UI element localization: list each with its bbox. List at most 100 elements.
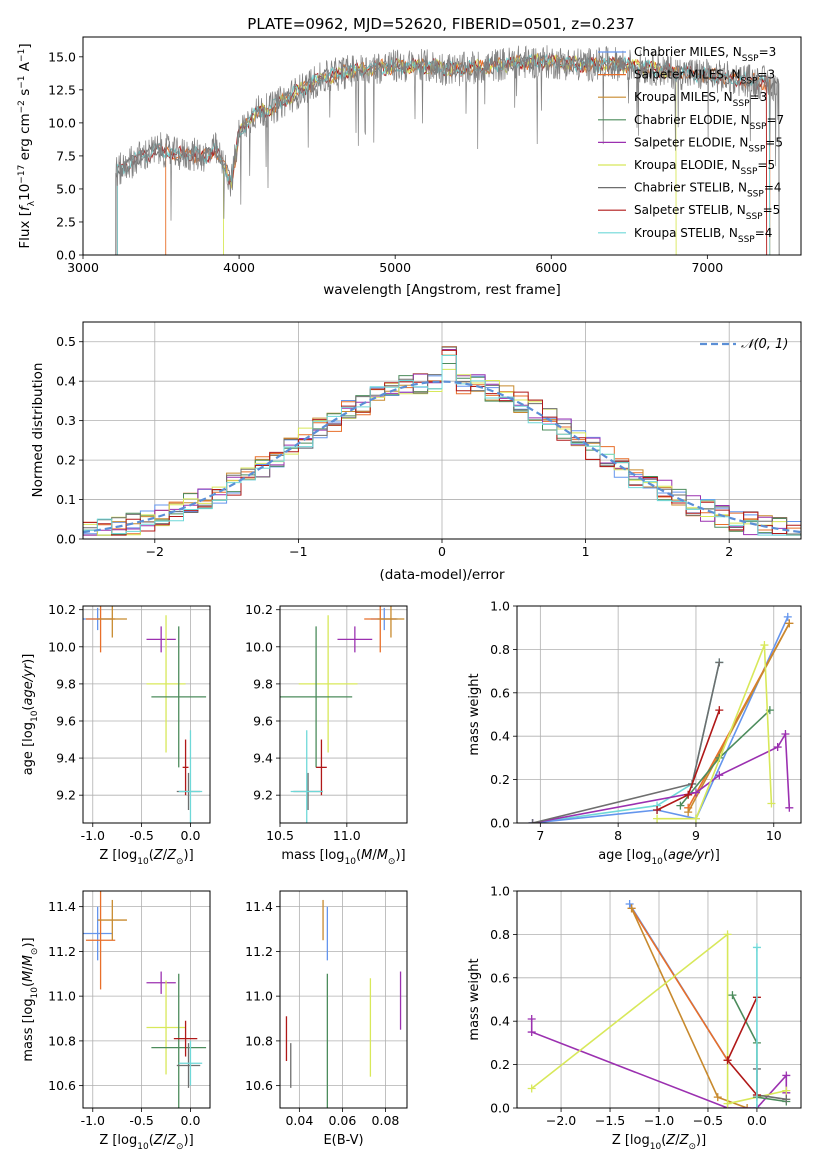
legend-entry-part: Chabrier MILES, N xyxy=(634,45,742,59)
y-tick-label: 0.5 xyxy=(56,334,76,349)
y-axis-label-part: / xyxy=(21,966,36,971)
y-tick-label: 0.6 xyxy=(490,970,510,985)
x-tick-label: 3000 xyxy=(67,260,99,275)
x-axis-label-part: / xyxy=(675,1133,680,1148)
legend-entry-part: Chabrier ELODIE, N xyxy=(634,113,750,127)
y-axis-label: Flux [fλ10−17 erg cm−2 s−1 A−1] xyxy=(17,43,37,248)
weight-marker xyxy=(752,1104,761,1108)
x-tick-label: 5000 xyxy=(379,260,411,275)
legend-entry-part: =4 xyxy=(764,181,782,195)
x-axis-label: E(B-V) xyxy=(323,1133,363,1148)
y-axis-label-part: f xyxy=(17,204,33,211)
legend-entry: Salpeter ELODIE, NSSP=5 xyxy=(634,135,783,154)
legend-entry-part: =5 xyxy=(763,203,781,217)
x-tick-label: −1 xyxy=(289,544,307,559)
x-axis-label-part: ⊙ xyxy=(388,857,396,867)
y-axis-label-part: mass [log xyxy=(21,998,36,1061)
x-axis-label: (data-model)/error xyxy=(379,567,505,583)
x-tick-label: 7 xyxy=(536,828,544,843)
legend-entry-part: =4 xyxy=(755,226,773,240)
y-tick-label: 10.0 xyxy=(48,639,76,654)
y-axis-label: mass [log10(M/M⊙)] xyxy=(21,937,40,1061)
x-axis-label-part: Z [log xyxy=(612,1133,650,1148)
mass-vs-z-panel: -1.0 -0.5 0.010.610.811.011.211.4Z [log10(… xyxy=(21,890,211,1152)
y-tick-label: 0.0 xyxy=(56,248,76,263)
x-tick-label: 10 xyxy=(766,828,782,843)
weight-marker xyxy=(743,1104,752,1108)
y-tick-label: 12.5 xyxy=(48,82,76,97)
legend-entry-part: Salpeter ELODIE, N xyxy=(634,135,748,149)
plot-area xyxy=(83,891,207,1108)
y-axis-label-part: M xyxy=(21,971,36,982)
y-tick-label: 5.0 xyxy=(56,181,76,196)
y-axis-label-part: 10 xyxy=(30,987,40,999)
mass-vs-ebv-panel: 0.04 0.06 0.08 10.6 10.8 11.0 11.2 11.4 E(B-V) xyxy=(245,890,408,1148)
weight-marker xyxy=(653,814,662,823)
weight-marker xyxy=(767,799,776,808)
normal-curve xyxy=(83,380,801,534)
y-tick-label: 10.0 xyxy=(245,639,273,654)
x-tick-label: 0.0 xyxy=(181,828,201,843)
weight-marker xyxy=(676,801,685,810)
y-axis-label-part: ] xyxy=(17,43,33,48)
x-axis-label-part: age/yr xyxy=(668,848,711,863)
x-axis-label-part: 10 xyxy=(137,1142,149,1152)
y-tick-label: 0.2 xyxy=(490,772,510,787)
x-axis-label-part: Z xyxy=(166,1133,177,1148)
y-axis-label-part: age/yr xyxy=(21,662,36,705)
x-axis-label-part: ( xyxy=(356,848,361,863)
x-tick-label: −1.5 xyxy=(595,1113,625,1128)
weight-marker xyxy=(783,612,792,621)
legend-entry: Chabrier MILES, NSSP=3 xyxy=(634,45,776,64)
weight-marker xyxy=(713,1093,722,1102)
x-tick-label: -1.0 xyxy=(81,828,105,843)
residuals-panel: −2 −1 0 1 2 0.0 0.1 0.2 0.3 0.4 0.5 𝒩(0, 1) (data-mo… xyxy=(30,321,802,583)
weight-marker xyxy=(782,1095,791,1104)
weight-marker xyxy=(752,943,761,952)
x-tick-label: −1.0 xyxy=(644,1113,674,1128)
weight-marker xyxy=(627,904,636,913)
legend-entry-part: Chabrier STELIB, N xyxy=(634,181,747,195)
plot-area xyxy=(527,900,791,1108)
y-tick-label: 0.4 xyxy=(490,1014,510,1029)
y-tick-label: 9.4 xyxy=(253,751,273,766)
x-axis-label-part: 10 xyxy=(137,857,149,867)
x-tick-label: 9 xyxy=(692,828,700,843)
weight-vs-z-panel: −2.0 −1.5 −1.0 −0.5 0.0 0.0 0.2 0.4 0.6 0.8 1.0 Z [… xyxy=(467,884,802,1152)
weight-marker xyxy=(782,1071,791,1080)
plot-area xyxy=(115,45,780,255)
weight-marker xyxy=(684,790,693,799)
y-axis-label-part: −1 xyxy=(17,75,27,88)
y-axis-label: Normed distribution xyxy=(30,363,46,498)
legend-entry-part: Kroupa ELODIE, N xyxy=(634,158,741,172)
weight-marker xyxy=(691,788,700,797)
y-tick-label: 0.2 xyxy=(490,1057,510,1072)
y-axis-label-part: −17 xyxy=(17,165,27,184)
legend-entry-part: SSP xyxy=(742,54,759,64)
observed-spectrum-line xyxy=(115,45,780,255)
weight-marker xyxy=(723,1099,732,1108)
weight-line xyxy=(630,907,729,1061)
weight-line xyxy=(532,616,789,823)
y-tick-label: 10.0 xyxy=(48,115,76,130)
weight-marker xyxy=(785,803,794,812)
y-tick-label: 9.8 xyxy=(253,676,273,691)
weight-marker xyxy=(781,730,790,739)
weight-marker xyxy=(527,1015,536,1024)
y-axis-label-part: −1 xyxy=(17,49,27,62)
y-tick-label: 0.8 xyxy=(490,642,510,657)
x-axis-label-part: )] xyxy=(184,848,194,863)
x-axis-label-part: ( xyxy=(149,848,154,863)
legend-entry-part: SSP xyxy=(750,122,767,132)
legend-entry-part: =3 xyxy=(750,90,768,104)
residual-histogram xyxy=(83,355,801,536)
y-tick-label: 10.6 xyxy=(245,1078,273,1093)
plot-area xyxy=(83,346,801,536)
x-tick-label: 0.06 xyxy=(329,1113,357,1128)
y-tick-label: 11.4 xyxy=(245,899,273,914)
legend-entry-part: SSP xyxy=(741,167,758,177)
x-axis-label-part: ⊙ xyxy=(176,857,184,867)
y-tick-label: 2.5 xyxy=(56,214,76,229)
x-tick-label: −2.0 xyxy=(546,1113,576,1128)
